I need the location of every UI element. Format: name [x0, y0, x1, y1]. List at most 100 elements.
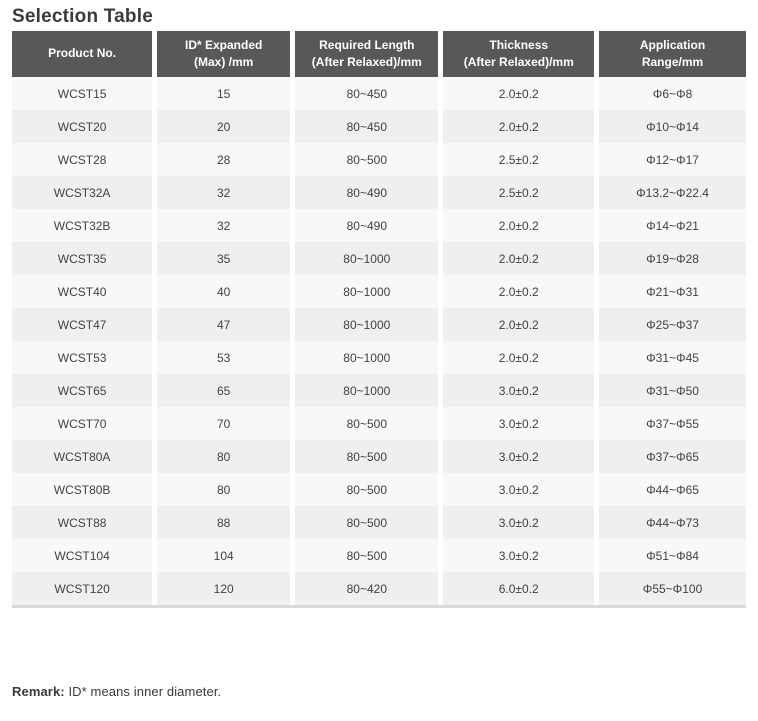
- cell-required-length: 80~500: [290, 407, 439, 440]
- cell-required-length: 80~450: [290, 77, 439, 110]
- remark-label: Remark:: [12, 684, 65, 699]
- cell-application-range: Φ10~Φ14: [594, 110, 746, 143]
- cell-product-no: WCST15: [12, 77, 153, 110]
- table-row: WCST20 20 80~450 2.0±0.2 Φ10~Φ14: [12, 110, 746, 143]
- cell-product-no: WCST28: [12, 143, 153, 176]
- table-row: WCST35 35 80~1000 2.0±0.2 Φ19~Φ28: [12, 242, 746, 275]
- cell-thickness: 3.0±0.2: [438, 473, 595, 506]
- table-row: WCST15 15 80~450 2.0±0.2 Φ6~Φ8: [12, 77, 746, 110]
- cell-id-expanded-max: 70: [152, 407, 291, 440]
- cell-application-range: Φ37~Φ55: [594, 407, 746, 440]
- cell-application-range: Φ37~Φ65: [594, 440, 746, 473]
- table-row: WCST47 47 80~1000 2.0±0.2 Φ25~Φ37: [12, 308, 746, 341]
- cell-thickness: 3.0±0.2: [438, 407, 595, 440]
- cell-thickness: 2.0±0.2: [438, 242, 595, 275]
- header-row: Product No. ID* Expanded (Max) /mm Requi…: [12, 31, 746, 77]
- col-header-line: (Max) /mm: [194, 55, 254, 69]
- cell-application-range: Φ44~Φ65: [594, 473, 746, 506]
- cell-product-no: WCST40: [12, 275, 153, 308]
- cell-id-expanded-max: 104: [152, 539, 291, 572]
- cell-id-expanded-max: 32: [152, 176, 291, 209]
- cell-id-expanded-max: 32: [152, 209, 291, 242]
- cell-application-range: Φ12~Φ17: [594, 143, 746, 176]
- cell-required-length: 80~450: [290, 110, 439, 143]
- cell-id-expanded-max: 35: [152, 242, 291, 275]
- cell-thickness: 2.0±0.2: [438, 110, 595, 143]
- cell-required-length: 80~1000: [290, 374, 439, 407]
- table-row: WCST53 53 80~1000 2.0±0.2 Φ31~Φ45: [12, 341, 746, 374]
- remark: Remark: ID* means inner diameter.: [12, 684, 746, 699]
- cell-product-no: WCST32A: [12, 176, 153, 209]
- cell-required-length: 80~420: [290, 572, 439, 605]
- cell-thickness: 2.5±0.2: [438, 176, 595, 209]
- col-header-required-length: Required Length (After Relaxed)/mm: [290, 31, 439, 77]
- cell-required-length: 80~500: [290, 440, 439, 473]
- cell-application-range: Φ19~Φ28: [594, 242, 746, 275]
- table-row: WCST80A 80 80~500 3.0±0.2 Φ37~Φ65: [12, 440, 746, 473]
- cell-required-length: 80~490: [290, 209, 439, 242]
- cell-thickness: 3.0±0.2: [438, 506, 595, 539]
- col-header-line: Range/mm: [641, 55, 704, 69]
- cell-id-expanded-max: 40: [152, 275, 291, 308]
- cell-thickness: 2.0±0.2: [438, 308, 595, 341]
- table-row: WCST32B 32 80~490 2.0±0.2 Φ14~Φ21: [12, 209, 746, 242]
- col-header-line: Product No.: [48, 46, 117, 61]
- cell-thickness: 2.5±0.2: [438, 143, 595, 176]
- cell-thickness: 6.0±0.2: [438, 572, 595, 605]
- cell-thickness: 2.0±0.2: [438, 77, 595, 110]
- table-row: WCST104 104 80~500 3.0±0.2 Φ51~Φ84: [12, 539, 746, 572]
- cell-application-range: Φ6~Φ8: [594, 77, 746, 110]
- table-row: WCST88 88 80~500 3.0±0.2 Φ44~Φ73: [12, 506, 746, 539]
- cell-required-length: 80~500: [290, 539, 439, 572]
- col-header-line: (After Relaxed)/mm: [311, 55, 422, 69]
- selection-table: Product No. ID* Expanded (Max) /mm Requi…: [12, 31, 746, 608]
- col-header-product-no: Product No.: [12, 31, 153, 77]
- col-header-id-expanded-max: ID* Expanded (Max) /mm: [152, 31, 291, 77]
- cell-application-range: Φ13.2~Φ22.4: [594, 176, 746, 209]
- cell-product-no: WCST65: [12, 374, 153, 407]
- col-header-line: Required Length: [319, 37, 415, 52]
- remark-text: ID* means inner diameter.: [64, 684, 222, 699]
- col-header-line: (After Relaxed)/mm: [463, 55, 574, 69]
- cell-application-range: Φ21~Φ31: [594, 275, 746, 308]
- cell-thickness: 2.0±0.2: [438, 275, 595, 308]
- cell-product-no: WCST120: [12, 572, 153, 605]
- cell-id-expanded-max: 80: [152, 473, 291, 506]
- cell-id-expanded-max: 15: [152, 77, 291, 110]
- cell-id-expanded-max: 47: [152, 308, 291, 341]
- cell-product-no: WCST32B: [12, 209, 153, 242]
- cell-thickness: 3.0±0.2: [438, 539, 595, 572]
- col-header-thickness: Thickness (After Relaxed)/mm: [438, 31, 595, 77]
- cell-product-no: WCST35: [12, 242, 153, 275]
- cell-required-length: 80~1000: [290, 308, 439, 341]
- cell-id-expanded-max: 120: [152, 572, 291, 605]
- col-header-line: ID* Expanded: [185, 37, 263, 52]
- cell-application-range: Φ25~Φ37: [594, 308, 746, 341]
- col-header-line: Application: [639, 37, 706, 52]
- cell-id-expanded-max: 28: [152, 143, 291, 176]
- table-row: WCST80B 80 80~500 3.0±0.2 Φ44~Φ65: [12, 473, 746, 506]
- cell-product-no: WCST20: [12, 110, 153, 143]
- cell-id-expanded-max: 65: [152, 374, 291, 407]
- cell-application-range: Φ55~Φ100: [594, 572, 746, 605]
- cell-product-no: WCST70: [12, 407, 153, 440]
- cell-application-range: Φ44~Φ73: [594, 506, 746, 539]
- cell-required-length: 80~500: [290, 143, 439, 176]
- table-row: WCST120 120 80~420 6.0±0.2 Φ55~Φ100: [12, 572, 746, 605]
- col-header-application-range: Application Range/mm: [594, 31, 746, 77]
- cell-thickness: 3.0±0.2: [438, 440, 595, 473]
- cell-product-no: WCST80A: [12, 440, 153, 473]
- table-row: WCST32A 32 80~490 2.5±0.2 Φ13.2~Φ22.4: [12, 176, 746, 209]
- table-row: WCST28 28 80~500 2.5±0.2 Φ12~Φ17: [12, 143, 746, 176]
- cell-required-length: 80~500: [290, 506, 439, 539]
- cell-thickness: 2.0±0.2: [438, 341, 595, 374]
- cell-required-length: 80~490: [290, 176, 439, 209]
- cell-thickness: 3.0±0.2: [438, 374, 595, 407]
- page-title: Selection Table: [12, 6, 153, 27]
- table-row: WCST65 65 80~1000 3.0±0.2 Φ31~Φ50: [12, 374, 746, 407]
- cell-required-length: 80~1000: [290, 275, 439, 308]
- cell-application-range: Φ14~Φ21: [594, 209, 746, 242]
- cell-thickness: 2.0±0.2: [438, 209, 595, 242]
- cell-required-length: 80~500: [290, 473, 439, 506]
